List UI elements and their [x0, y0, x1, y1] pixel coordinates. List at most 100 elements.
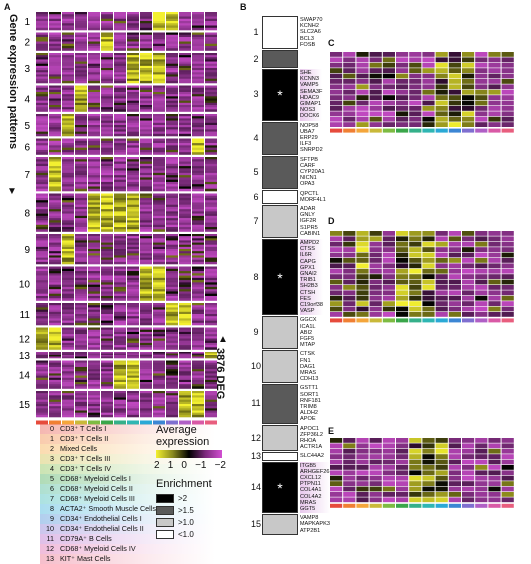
- cell-type-number: 8: [50, 504, 54, 513]
- heatmap-cell: [75, 122, 87, 126]
- heatmap-cell: [101, 74, 113, 77]
- sub-heatmap-color-strip: [501, 318, 514, 323]
- heatmap-cell: [101, 14, 113, 17]
- sub-heatmap-cell: [448, 438, 461, 443]
- heatmap-cell: [166, 131, 178, 135]
- sub-heatmap-cell: [330, 285, 343, 290]
- heatmap-cell: [140, 213, 152, 217]
- heatmap-cell: [75, 412, 87, 416]
- heatmap-cell: [62, 291, 74, 294]
- heatmap-cell: [179, 280, 191, 283]
- heatmap-cell: [192, 166, 204, 169]
- heatmap-cell: [62, 105, 74, 108]
- heatmap-cell: [192, 220, 204, 223]
- sub-heatmap-cell: [475, 285, 488, 290]
- heatmap-cell: [179, 318, 191, 321]
- heatmap-cell: [49, 87, 61, 91]
- sub-heatmap-cell: [422, 79, 435, 84]
- heatmap-cell: [62, 377, 74, 381]
- heatmap-cell: [88, 224, 100, 228]
- heatmap-cell: [75, 100, 87, 104]
- heatmap-cell: [36, 92, 48, 95]
- heatmap-cell: [153, 21, 165, 24]
- sub-heatmap-cell: [462, 279, 475, 285]
- sub-heatmap-cell: [422, 295, 435, 301]
- sub-heatmap-cell: [422, 279, 435, 285]
- sub-heatmap-cell: [409, 306, 422, 312]
- heatmap-cell: [192, 386, 204, 389]
- heatmap-cell: [36, 329, 48, 333]
- sub-heatmap-cell: [343, 252, 356, 258]
- heatmap-cell: [205, 76, 217, 80]
- heatmap-cell: [36, 34, 48, 38]
- gene-label: HDAC9: [300, 94, 319, 101]
- heatmap-cell: [101, 282, 113, 285]
- sub-heatmap-cell: [488, 268, 501, 274]
- heatmap-cell: [153, 193, 165, 197]
- enrichment-label: >2: [178, 494, 188, 503]
- heatmap-cell: [75, 271, 87, 274]
- heatmap-cell: [49, 27, 61, 31]
- heatmap-cell: [179, 261, 191, 265]
- heatmap-cell: [75, 406, 87, 409]
- sub-heatmap-cell: [448, 231, 461, 236]
- sub-heatmap-cell: [396, 116, 409, 122]
- sub-heatmap-cell: [356, 454, 369, 459]
- heatmap-cell: [49, 316, 61, 319]
- sub-heatmap-cell: [396, 312, 409, 317]
- sub-heatmap-color-strip: [462, 503, 475, 508]
- heatmap-cell: [114, 92, 126, 95]
- heatmap-cell: [153, 80, 165, 84]
- sub-heatmap-cell: [501, 290, 514, 296]
- heatmap-cell: [101, 360, 113, 363]
- cell-type-label: CD3⁺ T Cells II: [60, 434, 109, 443]
- heatmap-cell: [205, 268, 217, 272]
- heatmap-cell: [179, 133, 191, 137]
- heatmap-cell: [49, 391, 61, 394]
- heatmap-cell: [179, 386, 191, 389]
- heatmap-cell: [205, 39, 217, 42]
- gene-label: FOSB: [300, 41, 316, 48]
- heatmap-cell: [49, 170, 61, 174]
- sub-heatmap-cell: [435, 263, 448, 269]
- b-enrichment-box: [262, 155, 298, 189]
- sub-heatmap-cell: [396, 111, 409, 117]
- heatmap-cell: [166, 261, 178, 265]
- sub-heatmap-cell: [448, 236, 461, 242]
- heatmap-cell: [205, 220, 217, 223]
- heatmap-cell: [36, 340, 48, 344]
- b-cluster-row: 15 VAMP8 MAPKAPK3 ATP2B1: [250, 514, 330, 535]
- heatmap-cell: [192, 152, 204, 155]
- heatmap-cell: [88, 257, 100, 261]
- heatmap-cell: [127, 175, 139, 178]
- heatmap-cell: [166, 360, 178, 363]
- heatmap-cell: [205, 147, 217, 151]
- sub-heatmap-cell: [435, 475, 448, 481]
- heatmap-cell: [62, 200, 74, 203]
- sub-heatmap-cell: [462, 459, 475, 465]
- heatmap-cell: [49, 360, 61, 363]
- heatmap-cell: [114, 211, 126, 214]
- sub-heatmap-cell: [422, 95, 435, 100]
- sub-heatmap-cell: [462, 57, 475, 63]
- heatmap-cell: [153, 295, 165, 299]
- heatmap-cell: [36, 318, 48, 321]
- heatmap-cell: [75, 14, 87, 17]
- heatmap-cell: [192, 253, 204, 256]
- heatmap-cell: [62, 89, 74, 93]
- heatmap-cell: [88, 384, 100, 387]
- heatmap-cell: [101, 331, 113, 335]
- heatmap-cell: [205, 404, 217, 407]
- sub-heatmap-cell: [330, 241, 343, 247]
- heatmap-cell: [205, 352, 217, 354]
- sub-heatmap-cell: [330, 111, 343, 117]
- heatmap-cell: [62, 193, 74, 197]
- heatmap-cell: [75, 404, 87, 407]
- heatmap-cell: [153, 92, 165, 95]
- sub-heatmap-cell: [422, 475, 435, 481]
- heatmap-cell: [75, 266, 87, 270]
- heatmap-cell: [101, 170, 113, 174]
- heatmap-cell: [75, 157, 87, 160]
- sub-heatmap-cell: [475, 290, 488, 296]
- heatmap-cell: [127, 23, 139, 26]
